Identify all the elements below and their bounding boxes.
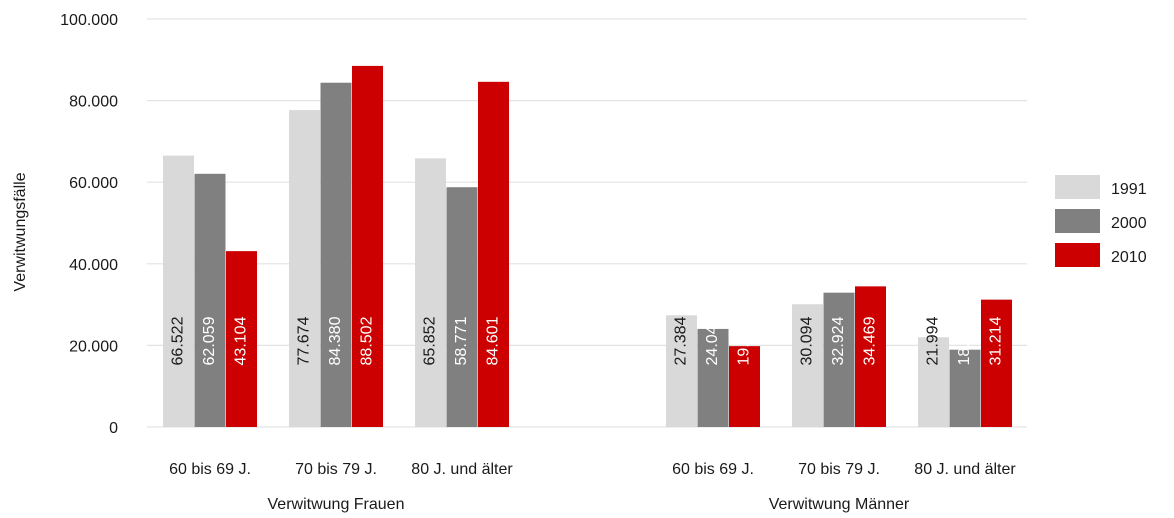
- data-label: 24.042: [704, 316, 721, 365]
- category-label: 60 bis 69 J.: [169, 461, 251, 478]
- data-label: 27.384: [673, 316, 690, 365]
- bar: [666, 315, 697, 427]
- y-axis-ticks: 0 20.000 40.000 60.000 80.000 100.000: [60, 12, 118, 437]
- bar: [855, 286, 886, 427]
- data-label: 19.821: [736, 316, 753, 365]
- data-label: 66.522: [170, 316, 187, 365]
- category-label: 60 bis 69 J.: [672, 461, 754, 478]
- y-tick-label: 40.000: [69, 257, 118, 274]
- data-label: 30.094: [799, 316, 816, 365]
- data-label: 43.104: [233, 316, 250, 365]
- y-tick-label: 20.000: [69, 338, 118, 355]
- bar: [289, 110, 320, 427]
- bar: [792, 304, 823, 427]
- bar: [697, 328, 729, 427]
- legend-label: 2000: [1111, 215, 1147, 232]
- bar: [729, 346, 760, 427]
- group-label: Verwitwung Frauen: [268, 496, 405, 513]
- legend-label: 2010: [1111, 249, 1147, 266]
- data-label: 31.214: [988, 316, 1005, 365]
- bar: [918, 337, 949, 427]
- category-label: 70 bis 79 J.: [295, 461, 377, 478]
- bar: [163, 155, 194, 427]
- category-label: 70 bis 79 J.: [798, 461, 880, 478]
- category-labels: 60 bis 69 J. 70 bis 79 J. 80 J. und älter 6…: [169, 461, 1016, 478]
- bar: [823, 292, 855, 427]
- data-label: 77.674: [296, 316, 313, 365]
- grid: [147, 18, 1027, 428]
- y-tick-label: 60.000: [69, 175, 118, 192]
- y-tick-label: 80.000: [69, 94, 118, 111]
- legend-swatch: [1055, 175, 1100, 199]
- bar: [320, 82, 352, 427]
- group-label: Verwitwung Männer: [769, 496, 910, 513]
- bar: [981, 299, 1012, 427]
- data-label: 58.771: [453, 316, 470, 365]
- bar: [226, 251, 257, 427]
- y-axis-label: Verwitwungsfälle: [12, 172, 29, 291]
- legend-swatch: [1055, 243, 1100, 267]
- data-label: 18.949: [956, 316, 973, 365]
- y-tick-label: 100.000: [60, 12, 118, 29]
- data-label: 32.924: [830, 316, 847, 365]
- category-label: 80 J. und älter: [411, 461, 513, 478]
- bar: [949, 349, 981, 427]
- bar: [478, 81, 509, 428]
- group-labels: Verwitwung Frauen Verwitwung Männer: [268, 496, 910, 513]
- category-label: 80 J. und älter: [914, 461, 1016, 478]
- data-label: 88.502: [359, 316, 376, 365]
- y-tick-label: 0: [109, 420, 118, 437]
- bar: [194, 173, 226, 427]
- data-label: 34.469: [862, 316, 879, 365]
- data-label: 84.380: [327, 316, 344, 365]
- legend-label: 1991: [1111, 181, 1147, 198]
- bar: [415, 158, 446, 427]
- legend: 1991 2000 2010: [1055, 175, 1147, 267]
- data-label: 65.852: [422, 316, 439, 365]
- data-label: 21.994: [925, 316, 942, 365]
- data-label: 84.601: [485, 316, 502, 365]
- bars: 66.522 62.059 43.104 77.674 84.380 88.502 65.8…: [163, 65, 1012, 428]
- legend-swatch: [1055, 209, 1100, 233]
- bar: [352, 65, 383, 428]
- data-label: 62.059: [201, 316, 218, 365]
- bar: [446, 187, 478, 427]
